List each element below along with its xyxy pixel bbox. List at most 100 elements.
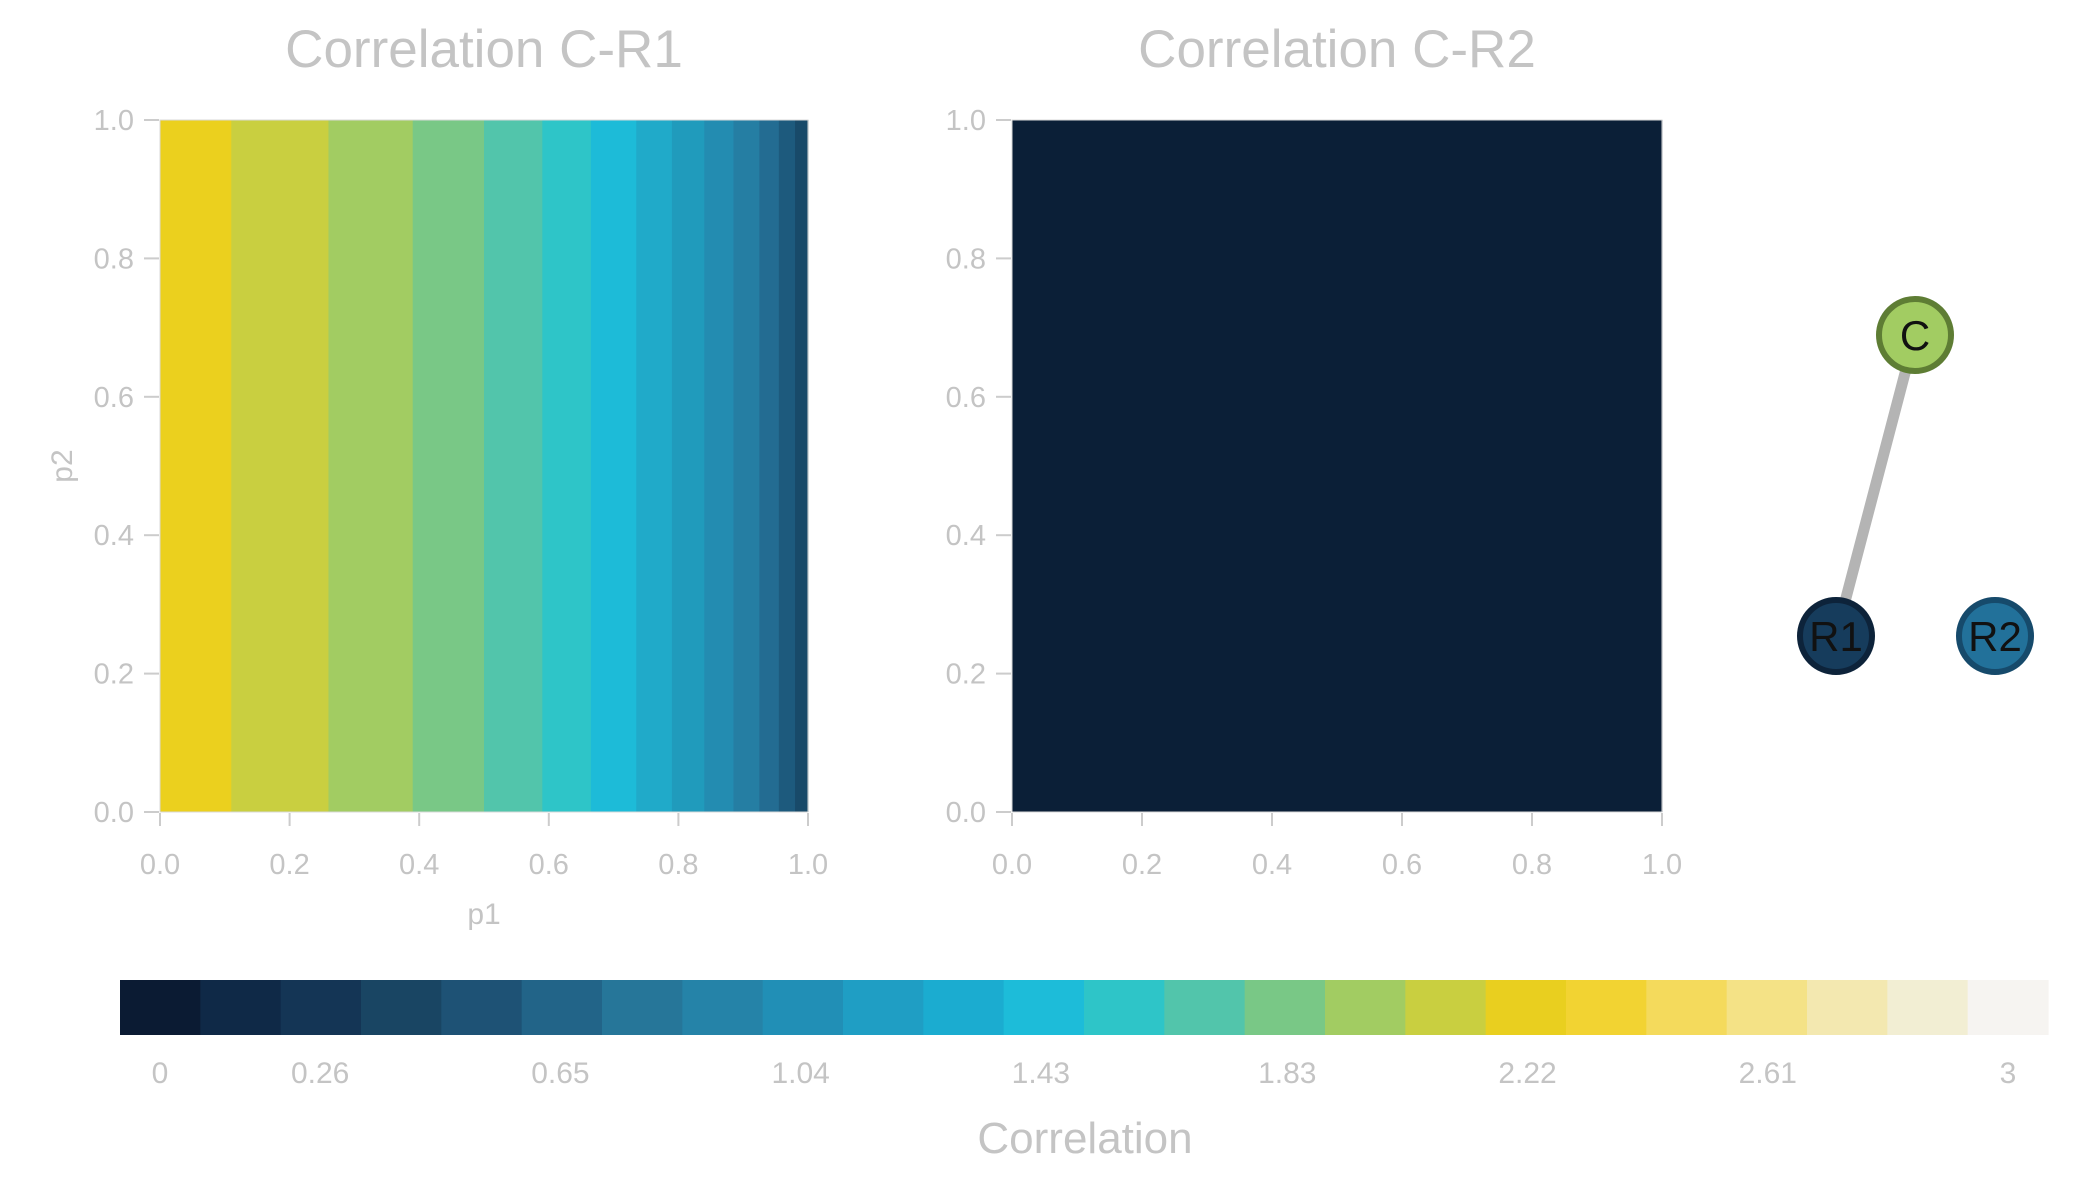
colorbar-cell [1003, 980, 1085, 1035]
colorbar-cell [923, 980, 1005, 1035]
x-axis-c-r1: 0.0 0.2 0.4 0.6 0.8 1.0 [140, 813, 828, 881]
colorbar-cell [1164, 980, 1246, 1035]
colorbar-cells [120, 980, 2049, 1035]
colorbar-cell [762, 980, 844, 1035]
plot-frame-c-r1 [159, 119, 809, 813]
x-axis-label-c-r1: p1 [467, 898, 500, 931]
chart-title-c-r2: Correlation C-R2 [1138, 20, 1536, 79]
colorbar-cell [1485, 980, 1567, 1035]
x-tick-label: 0.2 [269, 849, 309, 881]
y-tick-label: 1.0 [946, 105, 986, 137]
heatmap-band [328, 120, 414, 812]
x-tick-label: 0.2 [1122, 849, 1162, 881]
heatmap-band [590, 120, 637, 812]
colorbar-tick-label: 1.43 [1012, 1057, 1070, 1090]
colorbar-tick-label: 1.04 [771, 1057, 829, 1090]
colorbar-cell [602, 980, 683, 1035]
y-tick-label: 0.4 [94, 520, 134, 552]
heatmap-band [484, 120, 543, 812]
y-tick-label: 0.6 [946, 382, 986, 414]
x-axis-c-r2: 0.0 0.2 0.4 0.6 0.8 1.0 [992, 813, 1682, 881]
colorbar-cell [1726, 980, 1808, 1035]
heatmap-band [231, 120, 330, 812]
heatmap-band [412, 120, 485, 812]
x-tick-label: 0.4 [399, 849, 439, 881]
heatmap-panel-c-r1: Correlation C-R1 0.0 0.2 0.4 0.6 0.8 1.0 0.00… [46, 20, 828, 931]
y-tick-label: 1.0 [94, 105, 134, 137]
colorbar-tick-label: 3 [2000, 1057, 2017, 1090]
colorbar-label: Correlation [977, 1114, 1192, 1163]
colorbar-cell [1967, 980, 2049, 1035]
colorbar-tick-label: 2.22 [1498, 1057, 1556, 1090]
heatmap-band [160, 120, 232, 812]
x-tick-label: 0.0 [140, 849, 180, 881]
heatmap-band [704, 120, 735, 812]
y-tick-label: 0.8 [946, 243, 986, 275]
heatmap-band [1012, 120, 1663, 812]
heatmap-cells-c-r2 [1012, 120, 1663, 812]
heatmap-panel-c-r2: Correlation C-R2 0.0 0.2 0.4 0.6 0.8 1.0 0.00… [946, 20, 1682, 881]
heatmap-band [671, 120, 705, 812]
network-node-circle [1797, 597, 1875, 675]
colorbar-cell [1646, 980, 1728, 1035]
y-axis-c-r2: 0.0 0.2 0.4 0.6 0.8 1.0 [946, 105, 1011, 829]
colorbar-cell [1084, 980, 1165, 1035]
heatmap-cells-c-r1 [160, 120, 809, 812]
heatmap-band [759, 120, 780, 812]
colorbar-cell [1325, 980, 1406, 1035]
colorbar-cell [441, 980, 523, 1035]
colorbar-cell [843, 980, 924, 1035]
colorbar-cell [200, 980, 282, 1035]
network-node-label: R2 [1968, 613, 2022, 660]
y-tick-label: 0.4 [946, 520, 986, 552]
x-tick-label: 1.0 [1642, 849, 1682, 881]
colorbar-tick-label: 0 [152, 1057, 169, 1090]
heatmap-band [778, 120, 796, 812]
colorbar-cell [521, 980, 603, 1035]
colorbar-tick-label: 0.65 [531, 1057, 589, 1090]
x-tick-label: 0.4 [1252, 849, 1292, 881]
x-tick-label: 0.8 [658, 849, 698, 881]
colorbar-cell [1566, 980, 1647, 1035]
x-tick-label: 0.0 [992, 849, 1032, 881]
network-node-r2: R2 [1956, 597, 2034, 675]
y-axis-label-c-r1: p2 [46, 449, 79, 482]
x-tick-label: 0.6 [1382, 849, 1422, 881]
network-node-label: R1 [1809, 613, 1863, 660]
colorbar-ticks: 0 0.26 0.65 1.04 1.43 1.83 2.22 2.61 3 [152, 1057, 2017, 1090]
heatmap-band [636, 120, 673, 812]
network-node-circle [1876, 296, 1954, 374]
colorbar-cell [280, 980, 362, 1035]
plot-frame-c-r2 [1011, 119, 1663, 813]
colorbar-cell [120, 980, 201, 1035]
colorbar-cell [1887, 980, 1969, 1035]
x-tick-label: 0.6 [529, 849, 569, 881]
network-edge-c-r1 [1830, 329, 1921, 642]
y-axis-c-r1: 0.0 0.2 0.4 0.6 0.8 1.0 [94, 105, 159, 829]
heatmap-band [733, 120, 760, 812]
y-tick-label: 0.2 [946, 659, 986, 691]
y-tick-label: 0.0 [94, 797, 134, 829]
network-graph: C R1 R2 [1797, 296, 2034, 675]
colorbar-tick-label: 2.61 [1739, 1057, 1797, 1090]
colorbar-tick-label: 1.83 [1258, 1057, 1316, 1090]
x-tick-label: 0.8 [1512, 849, 1552, 881]
heatmap-band [795, 120, 809, 812]
chart-title-c-r1: Correlation C-R1 [285, 20, 683, 79]
network-node-label: C [1900, 312, 1930, 359]
network-node-r1: R1 [1797, 597, 1875, 675]
heatmap-band [542, 120, 592, 812]
colorbar-cell [1405, 980, 1487, 1035]
colorbar-tick-label: 0.26 [291, 1057, 349, 1090]
y-tick-label: 0.6 [94, 382, 134, 414]
colorbar-cell [1807, 980, 1888, 1035]
network-node-c: C [1876, 296, 1954, 374]
colorbar: 0 0.26 0.65 1.04 1.43 1.83 2.22 2.61 3 Correlati… [120, 980, 2049, 1163]
y-tick-label: 0.2 [94, 659, 134, 691]
colorbar-cell [1244, 980, 1326, 1035]
y-tick-label: 0.8 [94, 243, 134, 275]
colorbar-cell [682, 980, 764, 1035]
x-tick-label: 1.0 [788, 849, 828, 881]
y-tick-label: 0.0 [946, 797, 986, 829]
